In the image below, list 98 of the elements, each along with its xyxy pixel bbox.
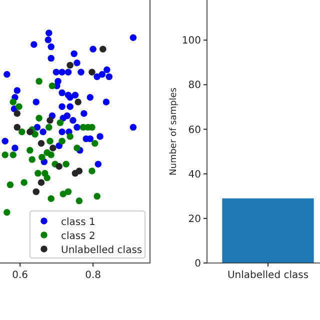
point xyxy=(56,119,64,126)
point xyxy=(48,43,54,50)
point xyxy=(34,170,42,177)
point xyxy=(14,124,21,131)
point xyxy=(102,98,110,106)
point xyxy=(44,174,50,182)
point xyxy=(28,156,36,163)
point xyxy=(66,103,74,110)
point xyxy=(76,168,83,174)
point xyxy=(32,130,38,138)
point xyxy=(40,128,46,136)
point xyxy=(86,94,94,101)
point xyxy=(58,128,66,136)
x-tick-label: 0.8 xyxy=(85,270,102,281)
point xyxy=(4,71,10,78)
legend-label: Unlabelled class xyxy=(61,245,142,256)
point xyxy=(30,41,38,48)
point xyxy=(48,82,56,90)
point xyxy=(72,92,79,98)
y-tick-label: 40 xyxy=(188,169,201,180)
point xyxy=(10,98,17,106)
point xyxy=(18,128,26,136)
point xyxy=(80,110,88,117)
point xyxy=(46,138,54,144)
point xyxy=(12,144,18,152)
point xyxy=(92,140,98,147)
point xyxy=(64,68,72,76)
legend-label: class 2 xyxy=(61,231,96,242)
point xyxy=(52,68,60,76)
point xyxy=(98,71,106,78)
point xyxy=(94,73,100,80)
point xyxy=(88,168,96,174)
point xyxy=(34,124,41,131)
point xyxy=(48,195,54,202)
point xyxy=(90,46,96,52)
point xyxy=(74,144,80,152)
y-tick-label: 60 xyxy=(188,124,201,136)
point xyxy=(46,117,54,124)
point xyxy=(66,62,74,69)
point xyxy=(104,66,110,74)
point xyxy=(130,34,137,41)
y-tick-label: 80 xyxy=(188,80,201,92)
point xyxy=(36,114,42,122)
point xyxy=(66,94,74,101)
y-tick-label: 100 xyxy=(182,36,201,47)
point xyxy=(32,188,40,196)
point xyxy=(32,98,40,106)
point xyxy=(38,140,45,147)
y-tick-label: 20 xyxy=(188,214,201,225)
point xyxy=(94,192,100,200)
point xyxy=(6,181,14,188)
point xyxy=(38,154,46,161)
point xyxy=(74,124,80,131)
y-tick-label: 0 xyxy=(194,258,201,270)
y-axis-title: Number of samples xyxy=(169,87,179,176)
point xyxy=(2,138,8,144)
point xyxy=(58,68,66,76)
legend-label: class 1 xyxy=(61,217,96,228)
point xyxy=(60,190,67,198)
point xyxy=(64,188,72,196)
point xyxy=(2,152,8,158)
x-tick-label: Unlabelled class xyxy=(227,270,309,281)
point xyxy=(96,133,104,140)
point xyxy=(46,30,52,36)
point xyxy=(50,144,56,152)
point xyxy=(26,128,34,136)
point xyxy=(76,198,83,204)
point xyxy=(58,138,66,144)
point xyxy=(46,124,52,131)
point xyxy=(106,73,113,80)
point xyxy=(14,87,21,94)
point xyxy=(88,68,96,76)
point xyxy=(66,133,74,140)
point xyxy=(74,60,80,66)
x-tick-label: 0.6 xyxy=(12,270,28,281)
point xyxy=(48,54,54,62)
point xyxy=(16,103,22,110)
point xyxy=(62,160,70,168)
point xyxy=(4,209,10,216)
point xyxy=(10,152,17,158)
point xyxy=(70,50,78,58)
point xyxy=(48,152,54,158)
point xyxy=(74,98,82,106)
point xyxy=(88,124,96,131)
point xyxy=(20,179,28,186)
point xyxy=(58,103,66,110)
point xyxy=(130,124,137,131)
point xyxy=(70,117,76,124)
point xyxy=(14,110,21,117)
point xyxy=(78,68,84,76)
point xyxy=(58,89,66,96)
point xyxy=(94,160,102,168)
point xyxy=(36,78,42,85)
point xyxy=(56,163,63,170)
point xyxy=(100,46,106,52)
point xyxy=(38,179,45,186)
point xyxy=(44,36,52,44)
point xyxy=(26,146,34,154)
